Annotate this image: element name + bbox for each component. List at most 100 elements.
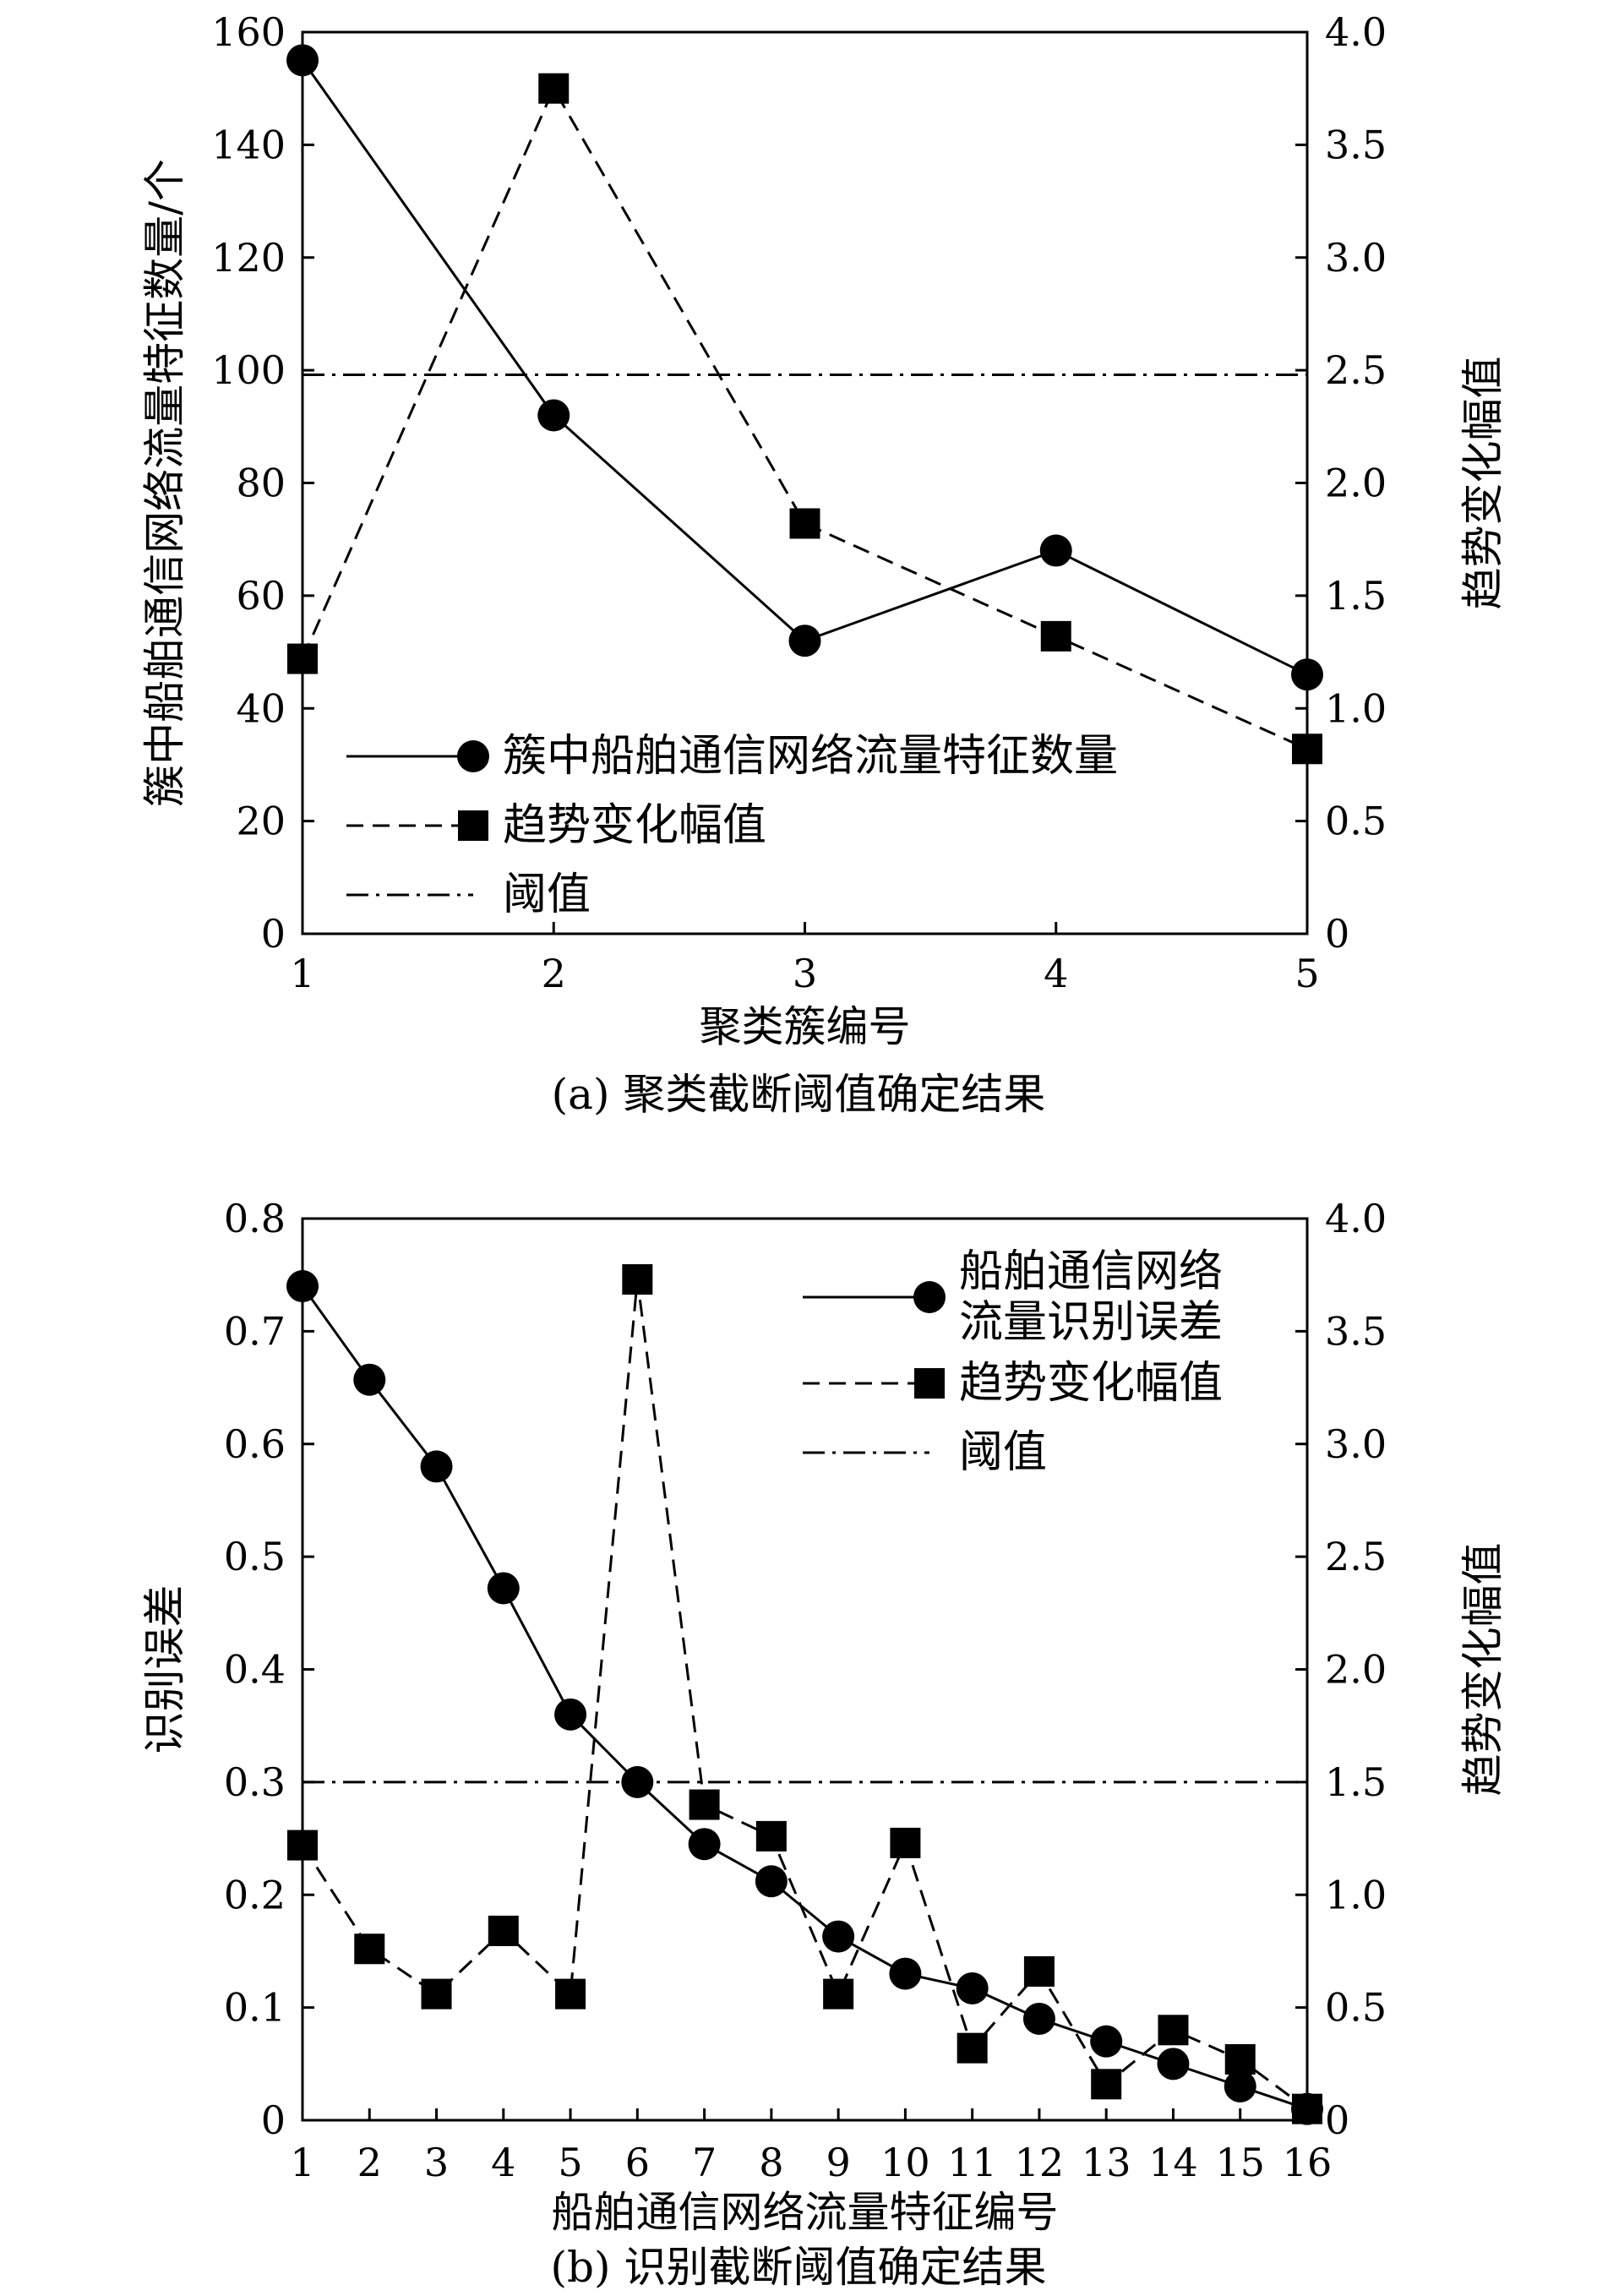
y-right-tick-label: 4.0: [1325, 1196, 1387, 1241]
x-tick-label: 8: [759, 2140, 783, 2185]
y-right-tick-label: 0.5: [1325, 799, 1387, 844]
y-right-tick-label: 3.0: [1325, 235, 1387, 281]
data-point-circle: [487, 1572, 520, 1605]
data-point-circle: [956, 1972, 989, 2004]
y-left-axis-label: 识别误差: [140, 1585, 189, 1754]
data-point-square: [1023, 1955, 1055, 1987]
y-right-tick-label: 1.5: [1325, 1759, 1387, 1805]
data-point-circle: [688, 1828, 721, 1861]
data-point-circle: [286, 1270, 319, 1303]
data-point-square: [622, 1264, 653, 1295]
chart-panel-2: 1 2 3 4 5 6 7 8 9 10 11 12 13 14 15 1600.10.20.30.40.50…: [140, 1196, 1507, 2292]
data-point-circle: [1022, 2002, 1055, 2035]
x-tick-label: 7: [692, 2140, 717, 2185]
legend-label: 船舶通信网络: [959, 1246, 1223, 1297]
data-point-circle: [889, 1957, 922, 1990]
y-right-tick-label: 2.5: [1325, 347, 1387, 393]
y-right-tick-label: 1.0: [1325, 1872, 1387, 1917]
y-left-tick-label: 20: [236, 799, 286, 844]
data-point-square: [689, 1789, 720, 1820]
y-left-tick-label: 0.3: [224, 1759, 286, 1805]
x-tick-label: 5: [558, 2140, 582, 2185]
data-point-circle: [755, 1865, 788, 1898]
series-line-1: [301, 1285, 1308, 2111]
data-point-circle: [420, 1450, 453, 1483]
x-tick-label: 6: [625, 2140, 650, 2185]
legend-marker-square: [458, 810, 488, 841]
y-right-tick-label: 2.0: [1325, 1647, 1387, 1693]
panel-caption: (b) 识别截断阈值确定结果: [551, 2243, 1047, 2292]
data-point-square: [488, 1915, 519, 1946]
data-point-square: [957, 2032, 988, 2064]
y-right-tick-label: 0: [1325, 2097, 1349, 2143]
data-point-circle: [1090, 2025, 1123, 2058]
series-line-2: [301, 1279, 1308, 2110]
y-right-tick-label: 2.0: [1325, 461, 1387, 506]
data-point-square: [287, 1830, 318, 1861]
data-point-circle: [1039, 534, 1072, 567]
legend-label: 阈值: [503, 870, 591, 920]
legend-label: 趋势变化幅值: [959, 1358, 1223, 1409]
y-right-tick-label: 2.5: [1325, 1534, 1387, 1579]
y-left-tick-label: 0.6: [224, 1421, 286, 1467]
y-left-tick-label: 0.7: [224, 1308, 286, 1354]
legend-label: 趋势变化幅值: [503, 800, 766, 851]
y-left-tick-label: 60: [236, 573, 286, 619]
x-tick-label: 2: [542, 951, 566, 996]
x-tick-label: 11: [947, 2140, 997, 2185]
data-point-square: [1040, 620, 1071, 652]
x-tick-label: 3: [424, 2140, 449, 2185]
x-axis-label: 船舶通信网络流量特征编号: [552, 2188, 1059, 2237]
plot-frame: [301, 30, 1309, 935]
y-left-tick-label: 0.1: [224, 1985, 286, 2031]
data-point-square: [421, 1978, 452, 2010]
y-left-tick-label: 0: [261, 2097, 286, 2143]
x-tick-label: 1: [290, 951, 314, 996]
x-tick-label: 9: [826, 2140, 850, 2185]
y-left-tick-label: 0.2: [224, 1872, 286, 1917]
data-point-square: [538, 73, 570, 104]
y-left-tick-label: 0.4: [224, 1647, 286, 1693]
data-point-square: [823, 1978, 854, 2010]
data-point-square: [755, 1820, 787, 1852]
legend-marker-circle: [913, 1281, 946, 1313]
data-point-square: [1292, 734, 1322, 765]
data-point-square: [1091, 2069, 1122, 2100]
x-tick-label: 4: [1044, 951, 1068, 996]
panel-caption: (a) 聚类截断阈值确定结果: [552, 1070, 1046, 1119]
data-point-circle: [1157, 2048, 1190, 2081]
y-right-axis-label: 趋势变化幅值: [1458, 357, 1507, 610]
x-tick-label: 10: [880, 2140, 930, 2185]
legend-label: 流量识别误差: [959, 1297, 1223, 1348]
y-right-tick-label: 3.0: [1325, 1421, 1387, 1467]
y-left-tick-label: 0: [261, 911, 286, 957]
legend-marker-square: [914, 1368, 945, 1399]
y-right-tick-label: 4.0: [1325, 9, 1387, 55]
data-point-circle: [286, 44, 319, 77]
x-tick-label: 15: [1215, 2140, 1265, 2185]
legend-marker-circle: [457, 740, 489, 772]
y-right-tick-label: 1.5: [1325, 573, 1387, 619]
data-point-square: [890, 1827, 921, 1858]
data-point-square: [287, 643, 318, 674]
y-left-tick-label: 0.5: [224, 1534, 286, 1579]
x-axis-label: 聚类簇编号: [700, 1002, 911, 1051]
y-right-tick-label: 0: [1325, 911, 1349, 957]
series-line-1: [301, 59, 1308, 676]
y-left-tick-label: 120: [211, 235, 286, 281]
legend-label: 阈值: [959, 1427, 1047, 1478]
x-tick-label: 5: [1294, 951, 1319, 996]
data-point-circle: [554, 1698, 587, 1731]
x-tick-label: 16: [1283, 2140, 1333, 2185]
y-left-tick-label: 160: [211, 9, 286, 55]
y-left-tick-label: 40: [236, 685, 286, 731]
x-tick-label: 1: [290, 2140, 314, 2185]
y-left-axis-label: 簇中船舶通信网络流量特征数量/个: [140, 159, 189, 807]
data-point-circle: [537, 399, 570, 432]
x-tick-label: 3: [793, 951, 817, 996]
data-point-circle: [1291, 658, 1323, 691]
x-tick-label: 14: [1148, 2140, 1198, 2185]
data-point-square: [555, 1978, 586, 2010]
x-tick-label: 12: [1015, 2140, 1065, 2185]
